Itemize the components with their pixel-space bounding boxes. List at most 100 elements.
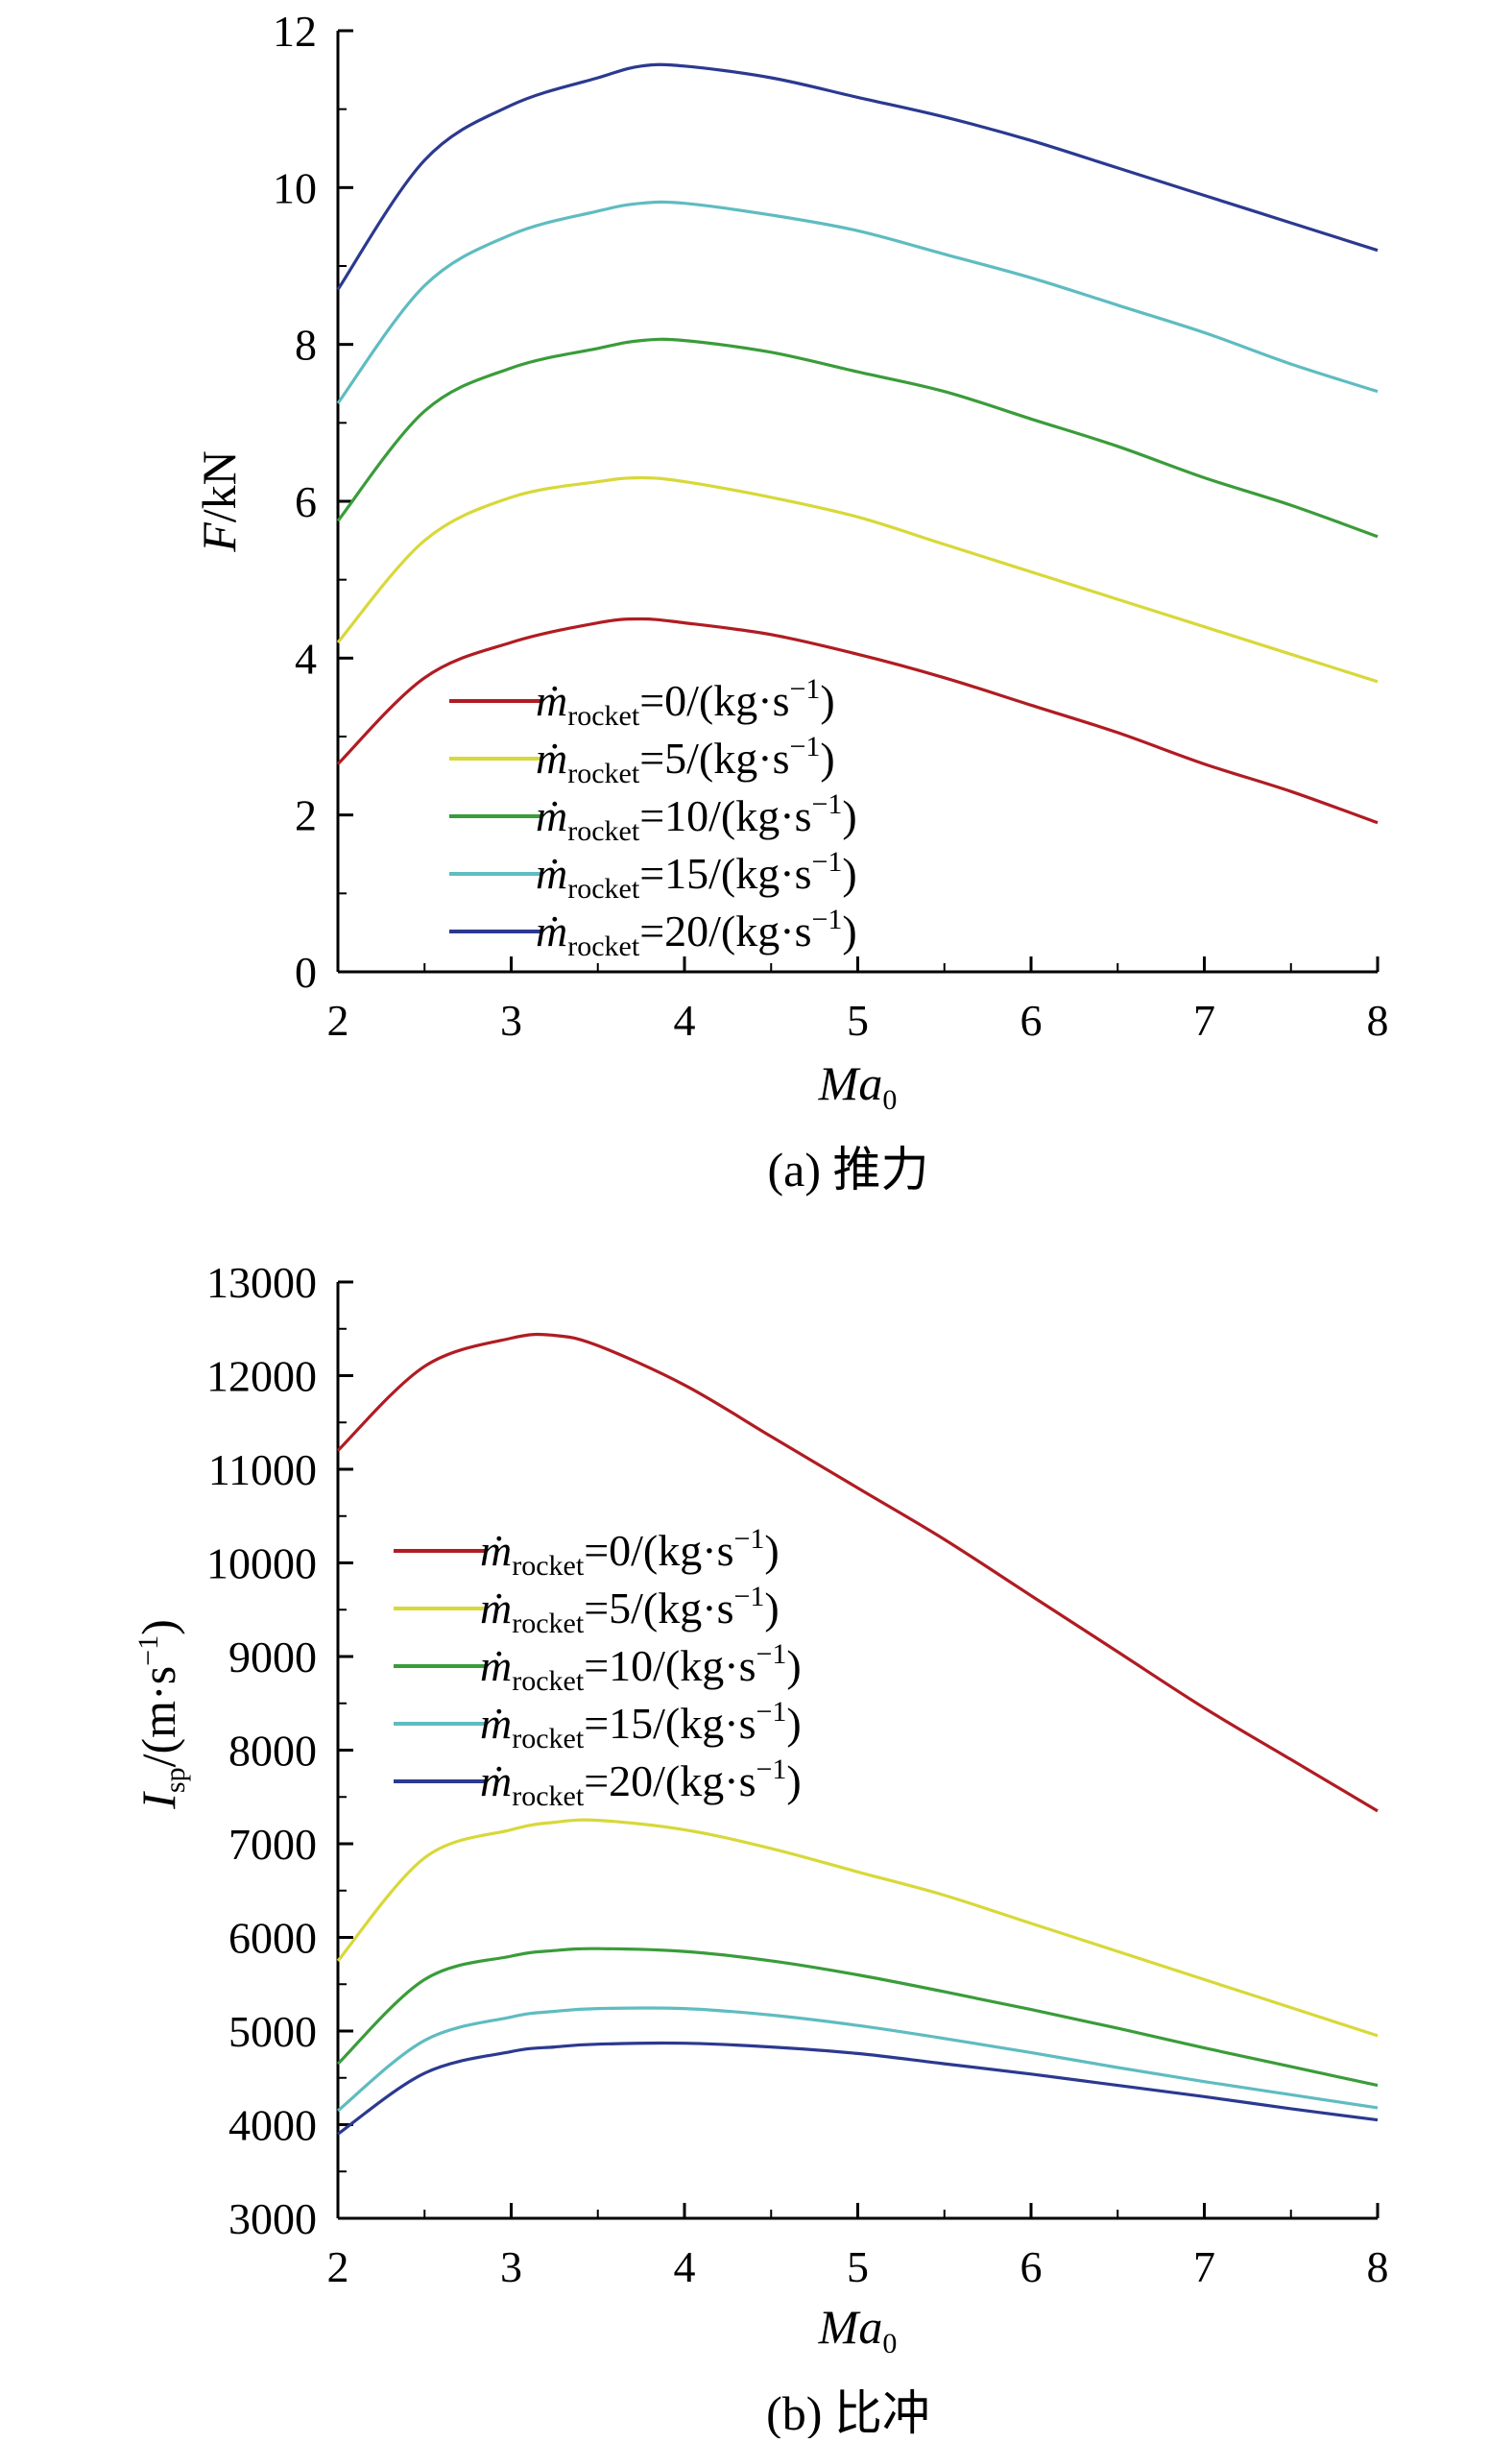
legend-sub: rocket: [512, 1550, 585, 1582]
y-tick-label: 7000: [228, 1820, 317, 1869]
legend-sub: rocket: [567, 758, 640, 789]
legend-label: ṁrocket=10/(kg·s−1): [536, 788, 857, 847]
legend-sup: −1: [811, 846, 842, 878]
legend-value: =20/(kg·s: [584, 1756, 756, 1805]
x-axis-label-sub: 0: [882, 1084, 897, 1116]
legend-m: ṁ: [536, 734, 567, 783]
y-axis-label-symbol: I: [132, 1791, 185, 1810]
legend-sub: rocket: [512, 1665, 585, 1697]
series-line-10: [336, 337, 1379, 539]
y-tick-label: 10000: [206, 1539, 317, 1588]
legend-sub: rocket: [567, 815, 640, 847]
y-tick-label: 3000: [228, 2194, 317, 2243]
legend-value: =10/(kg·s: [584, 1641, 756, 1690]
legend-label: ṁrocket=5/(kg·s−1): [480, 1581, 780, 1639]
x-axis-label-sub: 0: [882, 2328, 897, 2359]
x-tick-label: 6: [1020, 2242, 1043, 2291]
x-tick-label: 5: [847, 2242, 869, 2291]
legend-close: ): [786, 1756, 801, 1805]
y-tick-label: 11000: [208, 1445, 317, 1494]
series-line-0: [336, 1332, 1379, 1813]
legend-close: ): [764, 1584, 779, 1633]
legend-close: ): [842, 791, 856, 840]
x-tick-label: 3: [500, 2242, 522, 2291]
x-tick-label: 3: [500, 996, 522, 1045]
y-tick-label: 5000: [228, 2007, 317, 2056]
legend-sub: rocket: [512, 1723, 585, 1754]
x-tick-label: 4: [674, 996, 696, 1045]
y-axis-label-symbol: F: [192, 522, 246, 553]
legend-value: =5/(kg·s: [639, 734, 789, 783]
legend-label: ṁrocket=15/(kg·s−1): [536, 846, 857, 905]
legend-sup: −1: [756, 1754, 786, 1785]
y-axis-label-close: ): [132, 1619, 185, 1635]
legend-m: ṁ: [536, 791, 567, 840]
y-tick-label: 4000: [228, 2101, 317, 2150]
legend-sup: −1: [733, 1581, 764, 1612]
legend-sub: rocket: [567, 873, 640, 905]
y-tick-label: 0: [295, 948, 317, 997]
legend-label: ṁrocket=10/(kg·s−1): [480, 1638, 802, 1697]
y-tick-label: 6000: [228, 1914, 317, 1963]
x-axis-label: Ma0: [818, 1056, 898, 1116]
y-tick-label: 12000: [206, 1352, 317, 1401]
legend-value: =10/(kg·s: [639, 791, 811, 840]
legend-m: ṁ: [536, 849, 567, 898]
legend-label: ṁrocket=0/(kg·s−1): [536, 673, 835, 732]
y-tick-label: 4: [295, 634, 317, 683]
series-line-15: [336, 200, 1379, 404]
y-axis-label: F/kN: [192, 450, 246, 553]
legend-sup: −1: [733, 1523, 764, 1555]
x-tick-label: 5: [847, 996, 869, 1045]
legend-sub: rocket: [567, 931, 640, 962]
legend-sub: rocket: [512, 1780, 585, 1812]
legend-m: ṁ: [536, 907, 567, 955]
x-tick-label: 7: [1193, 2242, 1215, 2291]
x-tick-label: 4: [674, 2242, 696, 2291]
y-axis-label-sub: sp: [159, 1767, 191, 1793]
legend-sup: −1: [811, 788, 842, 820]
series-line-10: [336, 1947, 1379, 2088]
legend-label: ṁrocket=5/(kg·s−1): [536, 731, 835, 789]
legend-sup: −1: [756, 1638, 786, 1670]
legend-value: =15/(kg·s: [584, 1699, 756, 1748]
y-axis-label: Isp/(m·s−1): [132, 1619, 191, 1809]
legend-sub: rocket: [567, 700, 640, 732]
x-tick-label: 7: [1193, 996, 1215, 1045]
y-tick-label: 12: [273, 7, 317, 56]
y-tick-label: 9000: [228, 1633, 317, 1681]
series-line-15: [336, 2006, 1379, 2113]
x-axis-label-main: Ma: [818, 1056, 883, 1110]
legend-close: ): [842, 849, 856, 898]
series-line-5: [336, 1818, 1379, 2038]
chart-a: 2 3 4 5 6 7 8024681012ṁrocket=0/(kg·s−1)ṁrocke…: [192, 7, 1389, 1197]
y-tick-label: 8000: [228, 1727, 317, 1776]
legend-m: ṁ: [480, 1584, 512, 1633]
legend-close: ): [820, 734, 834, 783]
legend-m: ṁ: [480, 1756, 512, 1805]
y-tick-label: 10: [273, 163, 317, 212]
chart-b: 2 3 4 5 6 7 8 3000 4000 5000 6000 7000 8000 9000 10000…: [132, 1258, 1389, 2440]
y-axis-label-unit: /kN: [192, 450, 246, 522]
x-tick-label: 8: [1367, 996, 1389, 1045]
legend-sup: −1: [811, 904, 842, 935]
legend-label: ṁrocket=20/(kg·s−1): [536, 904, 857, 962]
x-axis-label: Ma0: [818, 2300, 898, 2359]
chart-caption: (a) 推力: [768, 1143, 929, 1197]
legend-close: ): [764, 1526, 779, 1575]
legend-value: =20/(kg·s: [639, 907, 811, 955]
legend-value: =0/(kg·s: [639, 676, 789, 725]
series-line-0: [336, 617, 1379, 825]
y-axis-label-sup: −1: [132, 1635, 164, 1666]
legend-close: ): [786, 1641, 801, 1690]
legend-m: ṁ: [480, 1526, 512, 1575]
x-tick-label: 2: [327, 2242, 349, 2291]
legend-value: =0/(kg·s: [584, 1526, 733, 1575]
y-axis-label-unit: /(m·s: [132, 1666, 185, 1768]
x-tick-label: 8: [1367, 2242, 1389, 2291]
x-axis-label-main: Ma: [818, 2300, 883, 2354]
legend-m: ṁ: [480, 1699, 512, 1748]
legend-close: ): [786, 1699, 801, 1748]
y-tick-label: 13000: [206, 1258, 317, 1307]
x-tick-label: 2: [327, 996, 349, 1045]
